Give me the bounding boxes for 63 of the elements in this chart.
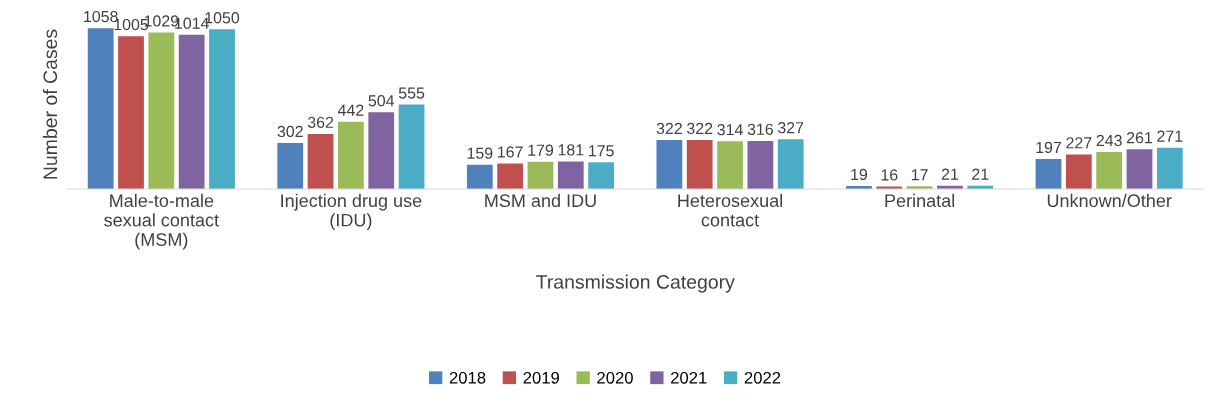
x-axis-title: Transmission Category (536, 274, 735, 293)
legend-label: 2020 (597, 371, 633, 384)
data-label: 362 (307, 116, 334, 128)
bar (338, 121, 364, 189)
bar (717, 141, 743, 189)
data-label: 19 (851, 168, 868, 181)
bar (747, 140, 774, 189)
bar (1156, 147, 1183, 189)
data-label: 21 (972, 168, 989, 180)
bar (777, 139, 804, 189)
bar (209, 29, 235, 189)
data-label: 261 (1126, 132, 1153, 144)
data-label: 175 (589, 145, 614, 157)
legend-label: 2021 (671, 371, 707, 384)
data-label: 322 (686, 122, 713, 135)
bar (497, 163, 524, 189)
data-label: 17 (911, 169, 928, 181)
data-label: 227 (1066, 137, 1092, 149)
bar (686, 140, 713, 189)
data-label: 16 (881, 169, 898, 181)
data-label: 179 (528, 144, 554, 156)
legend-label: 2018 (449, 371, 486, 384)
bar (277, 143, 304, 189)
x-tick-label: Unknown/Other (1047, 193, 1172, 208)
data-label: 316 (747, 123, 773, 135)
y-axis-title: Number of Cases (42, 29, 58, 179)
bar (1126, 149, 1153, 189)
data-label: 167 (498, 146, 523, 158)
legend-label: 2022 (744, 371, 781, 384)
bar (87, 28, 114, 189)
data-label: 302 (277, 125, 303, 138)
bar (656, 140, 683, 189)
bar (307, 133, 334, 189)
x-tick-label: Heterosexual contact (678, 193, 783, 227)
data-label: 442 (337, 104, 364, 116)
data-label: 322 (656, 122, 682, 135)
bar (588, 162, 615, 189)
x-tick-label: Perinatal (885, 193, 955, 208)
bar (1035, 159, 1062, 189)
bar (1065, 154, 1092, 189)
x-tick-label: Male-to-male sexual contact (MSM) (104, 193, 219, 250)
x-tick-label: MSM and IDU (485, 193, 596, 208)
bar (398, 104, 425, 189)
data-label: 21 (941, 168, 959, 180)
data-label: 243 (1096, 134, 1122, 147)
data-label: 504 (368, 95, 395, 107)
data-label: 555 (398, 87, 425, 99)
data-label: 197 (1036, 141, 1062, 154)
bar (118, 36, 144, 189)
bar (527, 161, 554, 189)
data-label: 181 (558, 144, 584, 156)
data-label: 271 (1157, 130, 1183, 142)
bar (466, 164, 493, 189)
bar (368, 112, 395, 189)
bar (178, 34, 205, 189)
x-tick-label: Injection drug use (IDU) (281, 193, 422, 231)
data-label: 327 (777, 122, 804, 134)
bar (1096, 152, 1123, 189)
legend-label: 2019 (523, 371, 560, 384)
data-label: 314 (717, 123, 743, 136)
data-label: 159 (467, 147, 493, 159)
bar (148, 32, 175, 189)
bar (557, 161, 584, 189)
